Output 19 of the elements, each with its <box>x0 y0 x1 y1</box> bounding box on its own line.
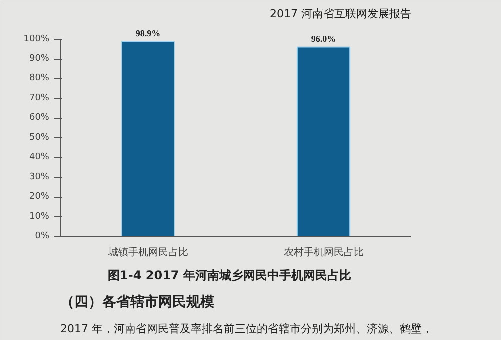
y-tick-label: 40% <box>29 152 50 163</box>
y-tick-label: 30% <box>29 172 50 182</box>
y-tick-label: 70% <box>29 93 50 104</box>
data-label: 98.9% <box>136 28 161 38</box>
data-label: 96.0% <box>311 34 336 44</box>
text: 图1-4 2017 年河南城乡网民中手机网民占比 <box>108 268 352 282</box>
y-tick-label: 50% <box>29 132 50 143</box>
y-tick-label: 10% <box>29 212 50 222</box>
y-tick-label: 0% <box>35 232 50 242</box>
y-tick-label: 60% <box>29 113 50 124</box>
y-tick-label: 80% <box>29 74 50 84</box>
y-tick-label: 20% <box>29 192 50 202</box>
y-tick-label: 100% <box>24 34 50 44</box>
y-tick-label: 90% <box>29 54 50 64</box>
text: （四）各省辖市网民规模 <box>60 294 216 310</box>
text: 2017 年，河南省网民普及率排名前三位的省辖市分别为郑州、济源、鹤壁， <box>60 322 433 336</box>
x-tick-label: 城镇手机网民占比 <box>107 246 188 258</box>
x-tick-label: 农村手机网民占比 <box>284 246 364 258</box>
text: 2017 河南省互联网发展报告 <box>270 8 412 20</box>
